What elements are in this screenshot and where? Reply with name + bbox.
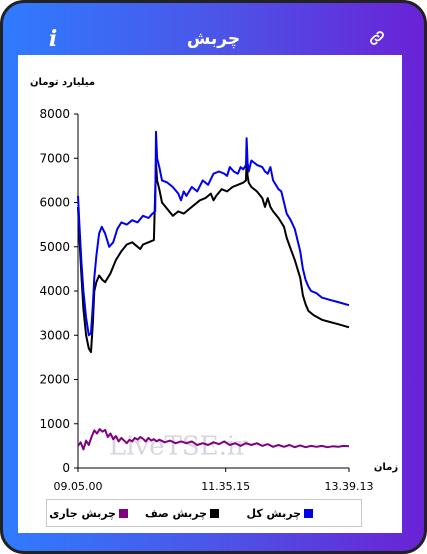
- x-axis-label: زمان: [374, 462, 398, 473]
- series-line-2: [77, 428, 350, 451]
- legend-swatch-queue: [210, 509, 219, 518]
- y-tick-label: 4000: [39, 284, 70, 298]
- app-header: i چربش: [3, 3, 424, 55]
- y-tick-label: 8000: [39, 107, 70, 121]
- y-tick-label: 2000: [39, 373, 70, 387]
- y-tick-label: 1000: [39, 417, 70, 431]
- x-tick-label: 09.05.00: [54, 480, 103, 493]
- y-tick-label: 6000: [39, 196, 70, 210]
- x-tick-label: 13.39.13: [325, 480, 374, 493]
- legend-swatch-total: [304, 509, 313, 518]
- legend-label-queue: چربش صف: [144, 507, 207, 520]
- y-tick-label: 0: [62, 461, 70, 475]
- watermark: LiveTSE.ir: [109, 432, 248, 462]
- y-tick-label: 5000: [39, 240, 70, 254]
- series-line-0: [77, 130, 350, 337]
- x-tick-label: 11.35.15: [201, 480, 250, 493]
- legend-swatch-current: [119, 509, 128, 518]
- series-line-1: [77, 159, 350, 354]
- link-icon[interactable]: [368, 29, 386, 47]
- page-title: چربش: [186, 29, 241, 49]
- y-axis-label: میلیارد تومان: [30, 77, 96, 88]
- legend-label-total: چربش کل: [246, 507, 302, 520]
- info-icon[interactable]: i: [48, 26, 58, 52]
- chart-legend: چربش کل چربش صف چربش جاری: [46, 499, 362, 527]
- legend-label-current: چربش جاری: [49, 507, 116, 520]
- y-tick-label: 7000: [39, 151, 70, 165]
- y-tick-label: 3000: [39, 328, 70, 342]
